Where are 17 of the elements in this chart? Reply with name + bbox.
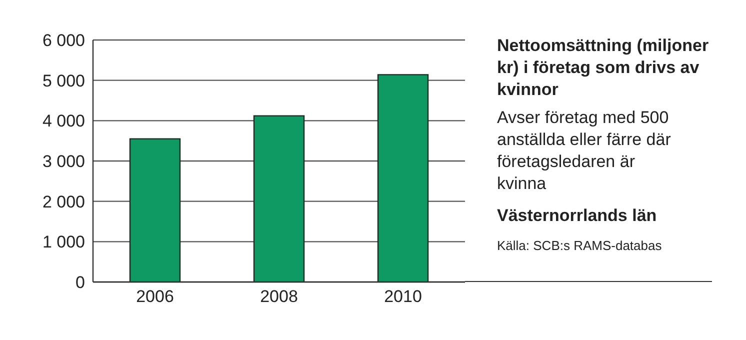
text: Avser företag med 500 anställda eller färre där företagsledaren är kvinna bbox=[497, 107, 672, 195]
y-tick-label: 6 000 bbox=[42, 31, 85, 50]
y-tick-label: 5 000 bbox=[42, 71, 85, 90]
y-tick-label: 4 000 bbox=[42, 112, 85, 131]
y-tick-label: 2 000 bbox=[42, 192, 85, 212]
x-tick-label: 2010 bbox=[384, 287, 422, 306]
bar bbox=[253, 115, 305, 282]
bar bbox=[129, 138, 181, 282]
text: Västernorrlands län bbox=[497, 205, 658, 227]
y-tick-label: 0 bbox=[76, 273, 85, 292]
y-tick-label: 3 000 bbox=[42, 152, 85, 172]
text: Källa: SCB:s RAMS-databas bbox=[497, 237, 663, 255]
bar bbox=[377, 74, 429, 282]
x-tick-label: 2008 bbox=[260, 287, 298, 306]
x-tick-label: 2006 bbox=[136, 287, 174, 306]
y-tick-label: 1 000 bbox=[42, 232, 85, 252]
text: Nettoomsättning (miljoner kr) i företag som drivs av kvinnor bbox=[497, 35, 710, 101]
